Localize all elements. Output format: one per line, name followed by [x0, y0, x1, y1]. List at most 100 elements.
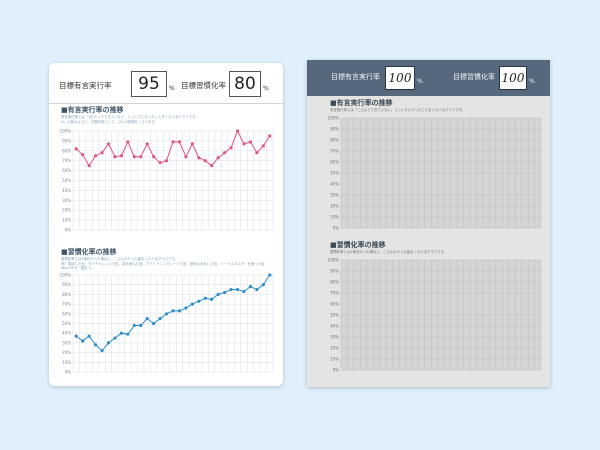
data-point	[190, 302, 194, 306]
photo-target-habit-rate-unit: %	[529, 78, 535, 85]
data-point	[81, 153, 85, 157]
y-tick-label: 50%	[330, 171, 339, 176]
y-tick-label: 70%	[330, 291, 339, 296]
data-point	[248, 140, 253, 144]
data-point	[158, 161, 162, 165]
photo-target-habit-rate-label: 目標習慣化率	[453, 73, 495, 81]
y-tick-label: 40%	[62, 188, 71, 193]
data-point	[87, 164, 91, 168]
habit-rate-note: 習慣化率とは1毎日やった場合と、こぶんのやった量をくらべるグラフです。	[61, 257, 178, 261]
data-point	[152, 155, 156, 159]
y-tick-label: 30%	[330, 335, 339, 340]
habit-rate-section-title: ■習慣化率の推移	[61, 248, 117, 256]
data-point	[132, 323, 136, 328]
y-tick-label: 40%	[330, 324, 339, 329]
habit-rate-note-2: 例）達成した目、ダイチャレンジで目、書を読んだ目、ホワイトニングシートで目、読み…	[61, 262, 268, 271]
data-point	[268, 134, 272, 138]
data-point	[171, 309, 175, 313]
data-point	[255, 151, 259, 155]
y-tick-label: 20%	[62, 208, 71, 213]
data-point	[113, 155, 117, 159]
data-point	[268, 273, 272, 277]
target-habit-rate-unit: %	[263, 85, 269, 92]
y-tick-label: 90%	[330, 269, 339, 274]
habit-rate-chart: 100% 90% 80% 70% 60% 50% 40% 30% 20% 10% 0%	[60, 273, 274, 375]
data-point	[261, 283, 265, 287]
y-tick-label: 100%	[328, 258, 340, 263]
y-tick-label: 10%	[62, 218, 71, 223]
y-tick-label: 60%	[62, 168, 71, 173]
data-point	[197, 299, 201, 303]
photo-target-declared-rate-value: 100	[385, 66, 415, 90]
data-point	[171, 140, 175, 144]
digital-sheet-header: 目標有言実行率 95 % 目標習慣化率 80 %	[49, 63, 283, 104]
photo-declared-rate-section-title: ■有言実行率の推移	[330, 99, 393, 107]
y-tick-label: 80%	[62, 292, 71, 297]
y-tick-label: 10%	[330, 357, 339, 362]
y-tick-label: 10%	[330, 215, 339, 220]
data-point	[216, 156, 220, 160]
data-point	[74, 334, 78, 338]
y-tick-label: 80%	[330, 280, 339, 285]
data-point	[164, 159, 169, 163]
data-point	[248, 285, 253, 289]
data-point	[145, 142, 149, 146]
photo-declared-rate-chart: 100% 90% 80% 70% 60% 50% 40% 30% 20% 10% 0%	[328, 116, 542, 231]
y-tick-label: 80%	[62, 148, 71, 153]
y-tick-label: 70%	[62, 302, 71, 307]
data-point	[74, 147, 78, 151]
y-tick-label: 60%	[62, 311, 71, 316]
data-point	[93, 154, 98, 158]
y-tick-label: 20%	[330, 346, 339, 351]
data-point	[119, 154, 123, 158]
digital-sheet-card: 目標有言実行率 95 % 目標習慣化率 80 % ■有言実行率の推移 有言実行率…	[49, 63, 283, 386]
y-tick-label: 40%	[62, 331, 71, 336]
photo-sheet-header: 目標有言実行率 100 % 目標習慣化率 100 %	[307, 60, 550, 96]
data-point	[100, 349, 104, 353]
y-tick-label: 60%	[330, 160, 339, 165]
y-tick-label: 0%	[65, 370, 72, 375]
data-point	[223, 290, 227, 295]
data-point	[177, 309, 182, 313]
y-tick-label: 90%	[330, 127, 339, 132]
y-tick-label: 20%	[330, 204, 339, 209]
y-tick-label: 90%	[62, 282, 71, 287]
declared-rate-note: 有言実行率とは「1日ＡＬでできていない、じっくりにやったことをくらべるグラフです…	[61, 115, 199, 119]
declared-rate-chart: 100% 90% 80% 70% 60% 50% 40% 30% 20% 10% 0%	[60, 129, 274, 233]
photo-target-declared-rate-unit: %	[417, 78, 423, 85]
y-tick-label: 30%	[62, 340, 71, 345]
photo-habit-rate-chart: 100% 90% 80% 70% 60% 50% 40% 30% 20% 10% 0%	[328, 258, 542, 373]
photo-habit-rate-note: 習慣化率とは1毎日やった場合と、こぶんのやった量をくらべるグラフです。	[330, 250, 447, 254]
target-declared-rate-label: 目標有言実行率	[59, 81, 112, 90]
y-tick-label: 80%	[330, 138, 339, 143]
data-point	[164, 312, 169, 316]
data-point	[210, 297, 214, 301]
data-point	[229, 146, 233, 150]
y-tick-label: 50%	[330, 313, 339, 318]
data-point	[87, 334, 91, 338]
data-point	[242, 142, 246, 146]
data-point	[126, 332, 130, 336]
declared-rate-section-title: ■有言実行率の推移	[61, 106, 124, 114]
y-tick-label: 70%	[62, 158, 71, 163]
data-point	[106, 341, 111, 345]
y-tick-label: 30%	[330, 193, 339, 198]
data-point	[81, 339, 85, 343]
y-tick-label: 0%	[65, 228, 72, 233]
data-point	[184, 155, 188, 159]
y-tick-label: 90%	[62, 138, 71, 143]
y-tick-label: 20%	[62, 350, 71, 355]
data-point	[113, 336, 117, 340]
y-tick-label: 30%	[62, 198, 71, 203]
y-tick-label: 10%	[62, 360, 71, 365]
y-tick-label: 50%	[62, 178, 71, 183]
target-habit-rate-label: 目標習慣化率	[181, 81, 226, 90]
data-point	[126, 140, 130, 144]
data-point	[184, 306, 188, 310]
data-point	[106, 142, 111, 146]
target-declared-rate-value: 95	[131, 71, 167, 97]
photo-habit-rate-section-title: ■習慣化率の推移	[330, 241, 386, 249]
y-tick-label: 100%	[328, 116, 340, 121]
photo-sheet: 目標有言実行率 100 % 目標習慣化率 100 % ■有言実行率の推移 有言実…	[307, 60, 550, 387]
data-point	[203, 296, 207, 300]
